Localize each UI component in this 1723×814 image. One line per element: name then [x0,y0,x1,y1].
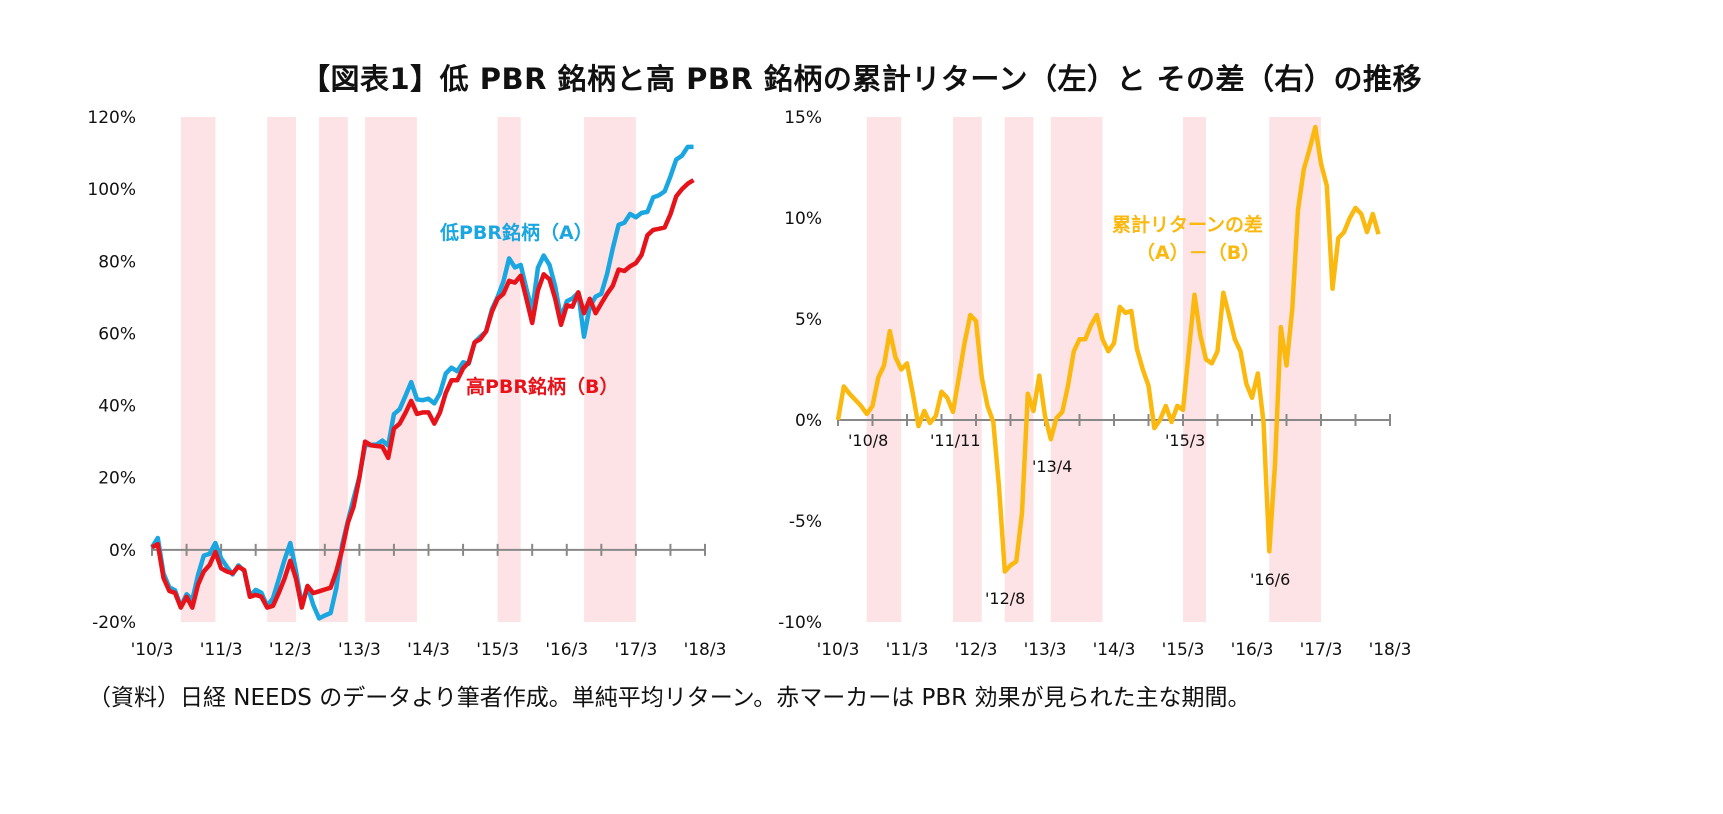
x-tick-label: '12/3 [269,640,312,660]
period-start-label: '13/4 [1032,457,1072,476]
annotation-diff-line1: 累計リターンの差 [1112,214,1264,236]
y-tick-label: 5% [795,310,822,330]
shaded-period [365,117,417,622]
x-tick-label: '18/3 [684,640,727,660]
y-tick-label: 15% [784,108,822,128]
y-tick-label: -5% [789,512,822,532]
period-start-label: '11/11 [930,431,981,450]
x-tick-label: '13/3 [338,640,381,660]
y-tick-label: 40% [98,397,136,417]
annotation-low-pbr: 低PBR銘柄（A） [440,222,593,244]
shaded-period [1050,117,1103,622]
shaded-period [1183,117,1206,622]
x-tick-label: '10/3 [131,640,174,660]
x-tick-label: '12/3 [955,640,998,660]
figure-title: 【図表1】低 PBR 銘柄と高 PBR 銘柄の累計リターン（左）と その差（右）… [300,62,1423,96]
x-tick-label: '11/3 [886,640,929,660]
left-chart: 120% 100% 80% 60% 40% 20% 0% -20% '10/3 '11/3 '12/… [87,108,726,660]
period-start-label: '15/3 [1165,431,1205,450]
x-tick-label: '14/3 [407,640,450,660]
period-start-label: '10/8 [848,431,888,450]
shaded-period [953,117,982,622]
shaded-period [267,117,297,622]
x-tick-label: '10/3 [817,640,860,660]
annotation-high-pbr: 高PBR銘柄（B） [466,376,619,398]
x-tick-label: '17/3 [1300,640,1343,660]
x-tick-label: '16/3 [1231,640,1274,660]
y-tick-label: 0% [109,541,136,561]
x-tick-label: '13/3 [1024,640,1067,660]
period-start-label: '12/8 [985,589,1025,608]
shaded-period [584,117,636,622]
y-tick-label: 80% [98,252,136,272]
right-chart: 15% 10% 5% 0% -5% -10% '10/3 '11/3 '12/3 '13/3 '14… [778,108,1411,660]
y-tick-label: 120% [87,108,136,128]
x-tick-label: '15/3 [476,640,519,660]
difference-line [835,124,1381,574]
source-note: （資料）日経 NEEDS のデータより筆者作成。単純平均リターン。赤マーカーは … [88,685,1251,711]
x-tick-label: '18/3 [1369,640,1412,660]
y-tick-label: 10% [784,209,822,229]
y-tick-label: 100% [87,180,136,200]
x-tick-label: '16/3 [545,640,588,660]
shaded-period [497,117,521,622]
y-tick-label: 0% [795,411,822,431]
y-tick-label: -20% [92,613,136,633]
period-start-label: '16/6 [1250,570,1290,589]
x-tick-label: '15/3 [1162,640,1205,660]
x-tick-label: '11/3 [200,640,243,660]
x-tick-label: '17/3 [614,640,657,660]
annotation-diff-line2: （A）－（B） [1136,242,1261,264]
x-tick-label: '14/3 [1093,640,1136,660]
y-tick-label: 20% [98,469,136,489]
high-pbr-line [150,178,695,610]
y-tick-label: -10% [778,613,822,633]
y-tick-label: 60% [98,324,136,344]
shaded-period [180,117,216,622]
